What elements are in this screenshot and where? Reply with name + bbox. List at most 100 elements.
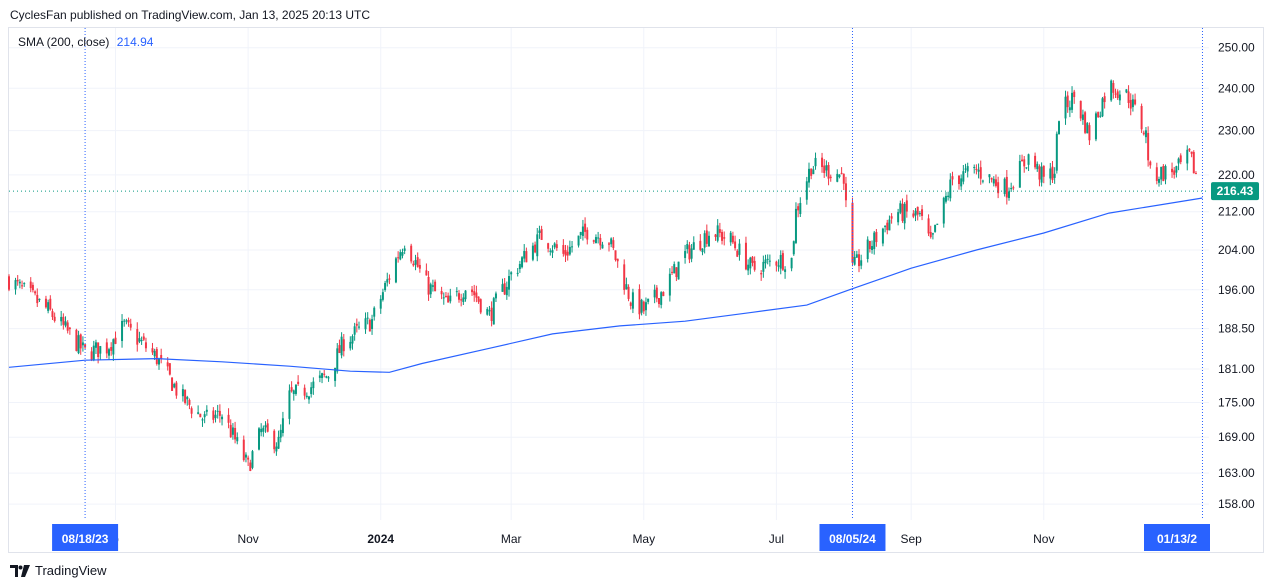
candle-body[interactable] xyxy=(386,279,389,283)
candle-body[interactable] xyxy=(338,345,341,354)
candle-body[interactable] xyxy=(784,269,787,272)
candle-body[interactable] xyxy=(721,231,724,241)
candle-body[interactable] xyxy=(942,197,945,224)
candle-body[interactable] xyxy=(473,291,476,296)
candle-body[interactable] xyxy=(625,284,628,290)
candle-body[interactable] xyxy=(188,399,191,405)
candle-body[interactable] xyxy=(905,200,908,212)
candle-body[interactable] xyxy=(75,329,78,351)
candle-body[interactable] xyxy=(584,223,587,232)
candle-body[interactable] xyxy=(790,257,793,269)
candle-body[interactable] xyxy=(429,284,432,295)
candle-body[interactable] xyxy=(501,284,504,292)
candle-body[interactable] xyxy=(1127,91,1130,103)
candle-body[interactable] xyxy=(531,245,534,260)
candle-body[interactable] xyxy=(123,320,126,322)
candle-body[interactable] xyxy=(471,289,474,293)
candle-body[interactable] xyxy=(792,241,795,255)
candle-body[interactable] xyxy=(540,229,543,240)
candle-body[interactable] xyxy=(418,264,421,269)
candle-body[interactable] xyxy=(947,195,950,198)
candle-body[interactable] xyxy=(186,396,189,400)
candle-body[interactable] xyxy=(536,234,539,257)
candle-body[interactable] xyxy=(586,229,589,240)
candle-body[interactable] xyxy=(155,349,158,364)
candle-body[interactable] xyxy=(890,216,893,219)
candle-body[interactable] xyxy=(308,396,310,400)
candle-body[interactable] xyxy=(144,342,147,349)
candle-body[interactable] xyxy=(781,253,784,270)
candle-body[interactable] xyxy=(168,363,171,375)
candle-body[interactable] xyxy=(571,246,574,248)
candle-body[interactable] xyxy=(60,316,63,322)
candle-body[interactable] xyxy=(708,235,710,247)
candle-body[interactable] xyxy=(564,250,567,256)
candle-body[interactable] xyxy=(1162,165,1165,182)
candle-body[interactable] xyxy=(553,243,556,248)
candle-body[interactable] xyxy=(412,263,415,266)
candle-body[interactable] xyxy=(703,233,706,248)
candle-body[interactable] xyxy=(1140,105,1143,130)
candle-body[interactable] xyxy=(936,223,939,225)
candle-body[interactable] xyxy=(653,289,656,298)
candle-body[interactable] xyxy=(662,291,665,297)
candle-body[interactable] xyxy=(762,261,765,272)
candle-body[interactable] xyxy=(979,167,982,179)
candle-body[interactable] xyxy=(49,298,52,310)
candle-body[interactable] xyxy=(568,246,571,255)
candle-body[interactable] xyxy=(266,423,269,432)
candle-body[interactable] xyxy=(112,339,115,355)
candle-body[interactable] xyxy=(505,286,508,296)
candle-body[interactable] xyxy=(205,409,208,412)
candle-body[interactable] xyxy=(47,302,50,311)
candle-body[interactable] xyxy=(234,427,237,440)
candle-body[interactable] xyxy=(1051,166,1054,181)
candle-body[interactable] xyxy=(873,232,876,250)
candle-body[interactable] xyxy=(216,410,219,412)
candle-body[interactable] xyxy=(1003,178,1006,195)
candle-body[interactable] xyxy=(579,232,582,236)
candle-body[interactable] xyxy=(794,208,797,243)
candle-body[interactable] xyxy=(699,240,702,250)
candle-body[interactable] xyxy=(918,213,921,215)
candle-body[interactable] xyxy=(749,257,752,269)
candle-body[interactable] xyxy=(492,298,495,325)
candle-body[interactable] xyxy=(516,272,519,274)
candle-body[interactable] xyxy=(886,222,889,231)
candle-body[interactable] xyxy=(142,336,145,340)
candle-body[interactable] xyxy=(777,265,780,267)
candle-body[interactable] xyxy=(855,254,858,258)
candle-body[interactable] xyxy=(594,237,597,244)
candle-body[interactable] xyxy=(1094,113,1097,140)
candle-body[interactable] xyxy=(1012,187,1015,189)
candle-body[interactable] xyxy=(562,245,565,254)
candle-body[interactable] xyxy=(523,250,526,259)
candle-body[interactable] xyxy=(916,206,919,215)
candle-body[interactable] xyxy=(518,264,521,270)
candle-body[interactable] xyxy=(825,165,828,171)
candle-body[interactable] xyxy=(18,281,21,284)
candle-body[interactable] xyxy=(899,203,902,213)
candle-body[interactable] xyxy=(1021,159,1024,162)
candle-body[interactable] xyxy=(838,174,841,178)
candle-body[interactable] xyxy=(160,355,163,359)
candle-body[interactable] xyxy=(1049,168,1052,179)
candle-body[interactable] xyxy=(244,454,247,458)
candle-body[interactable] xyxy=(81,342,84,346)
candle-body[interactable] xyxy=(744,242,747,270)
candle-body[interactable] xyxy=(1142,132,1145,135)
candle-body[interactable] xyxy=(416,257,419,267)
candle-body[interactable] xyxy=(977,169,980,172)
candle-body[interactable] xyxy=(623,264,626,290)
candle-body[interactable] xyxy=(229,424,232,438)
candle-body[interactable] xyxy=(521,257,524,268)
candle-body[interactable] xyxy=(503,283,506,295)
candle-body[interactable] xyxy=(1103,96,1106,103)
candle-body[interactable] xyxy=(1147,132,1150,161)
candle-body[interactable] xyxy=(1038,166,1041,180)
candle-body[interactable] xyxy=(658,298,660,304)
candle-body[interactable] xyxy=(458,293,460,300)
candle-body[interactable] xyxy=(549,250,552,252)
candle-body[interactable] xyxy=(718,229,721,233)
